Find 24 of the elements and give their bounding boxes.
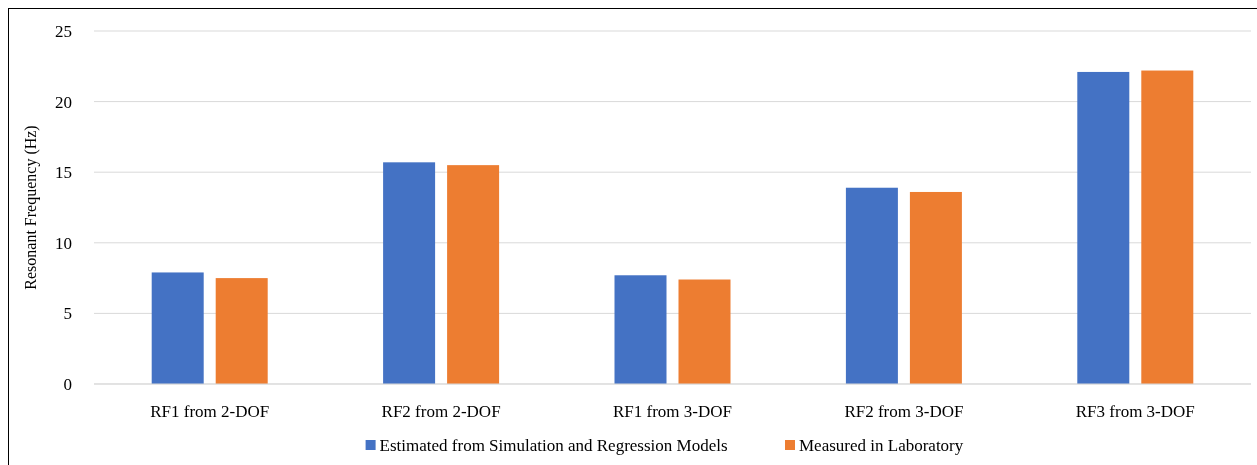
bar (909, 191, 962, 384)
bar (151, 272, 204, 384)
legend-label: Estimated from Simulation and Regression Models (379, 435, 728, 455)
bar (1077, 71, 1130, 384)
x-tick-label: RF1 from 2-DOF (150, 402, 270, 421)
y-tick-label: 5 (63, 304, 72, 324)
bar (215, 278, 268, 384)
x-tick-label: RF2 from 3-DOF (844, 402, 964, 421)
y-tick-label: 10 (55, 233, 72, 253)
legend-label: Measured in Laboratory (799, 435, 964, 455)
y-tick-label: 20 (55, 92, 72, 112)
y-tick-label: 25 (55, 21, 72, 41)
x-tick-label: RF1 from 3-DOF (612, 402, 733, 421)
y-axis-title: Resonant Frequency (Hz) (22, 125, 40, 290)
bar (845, 187, 898, 384)
bar (678, 279, 731, 384)
y-tick-label: 15 (55, 163, 72, 183)
x-tick-label: RF2 from 2-DOF (381, 402, 501, 421)
bar (383, 162, 436, 384)
y-tick-label: 0 (63, 374, 72, 394)
x-tick-label: RF3 from 3-DOF (1075, 402, 1195, 421)
bar (1141, 70, 1194, 384)
bar (614, 275, 667, 384)
bar (447, 165, 500, 384)
